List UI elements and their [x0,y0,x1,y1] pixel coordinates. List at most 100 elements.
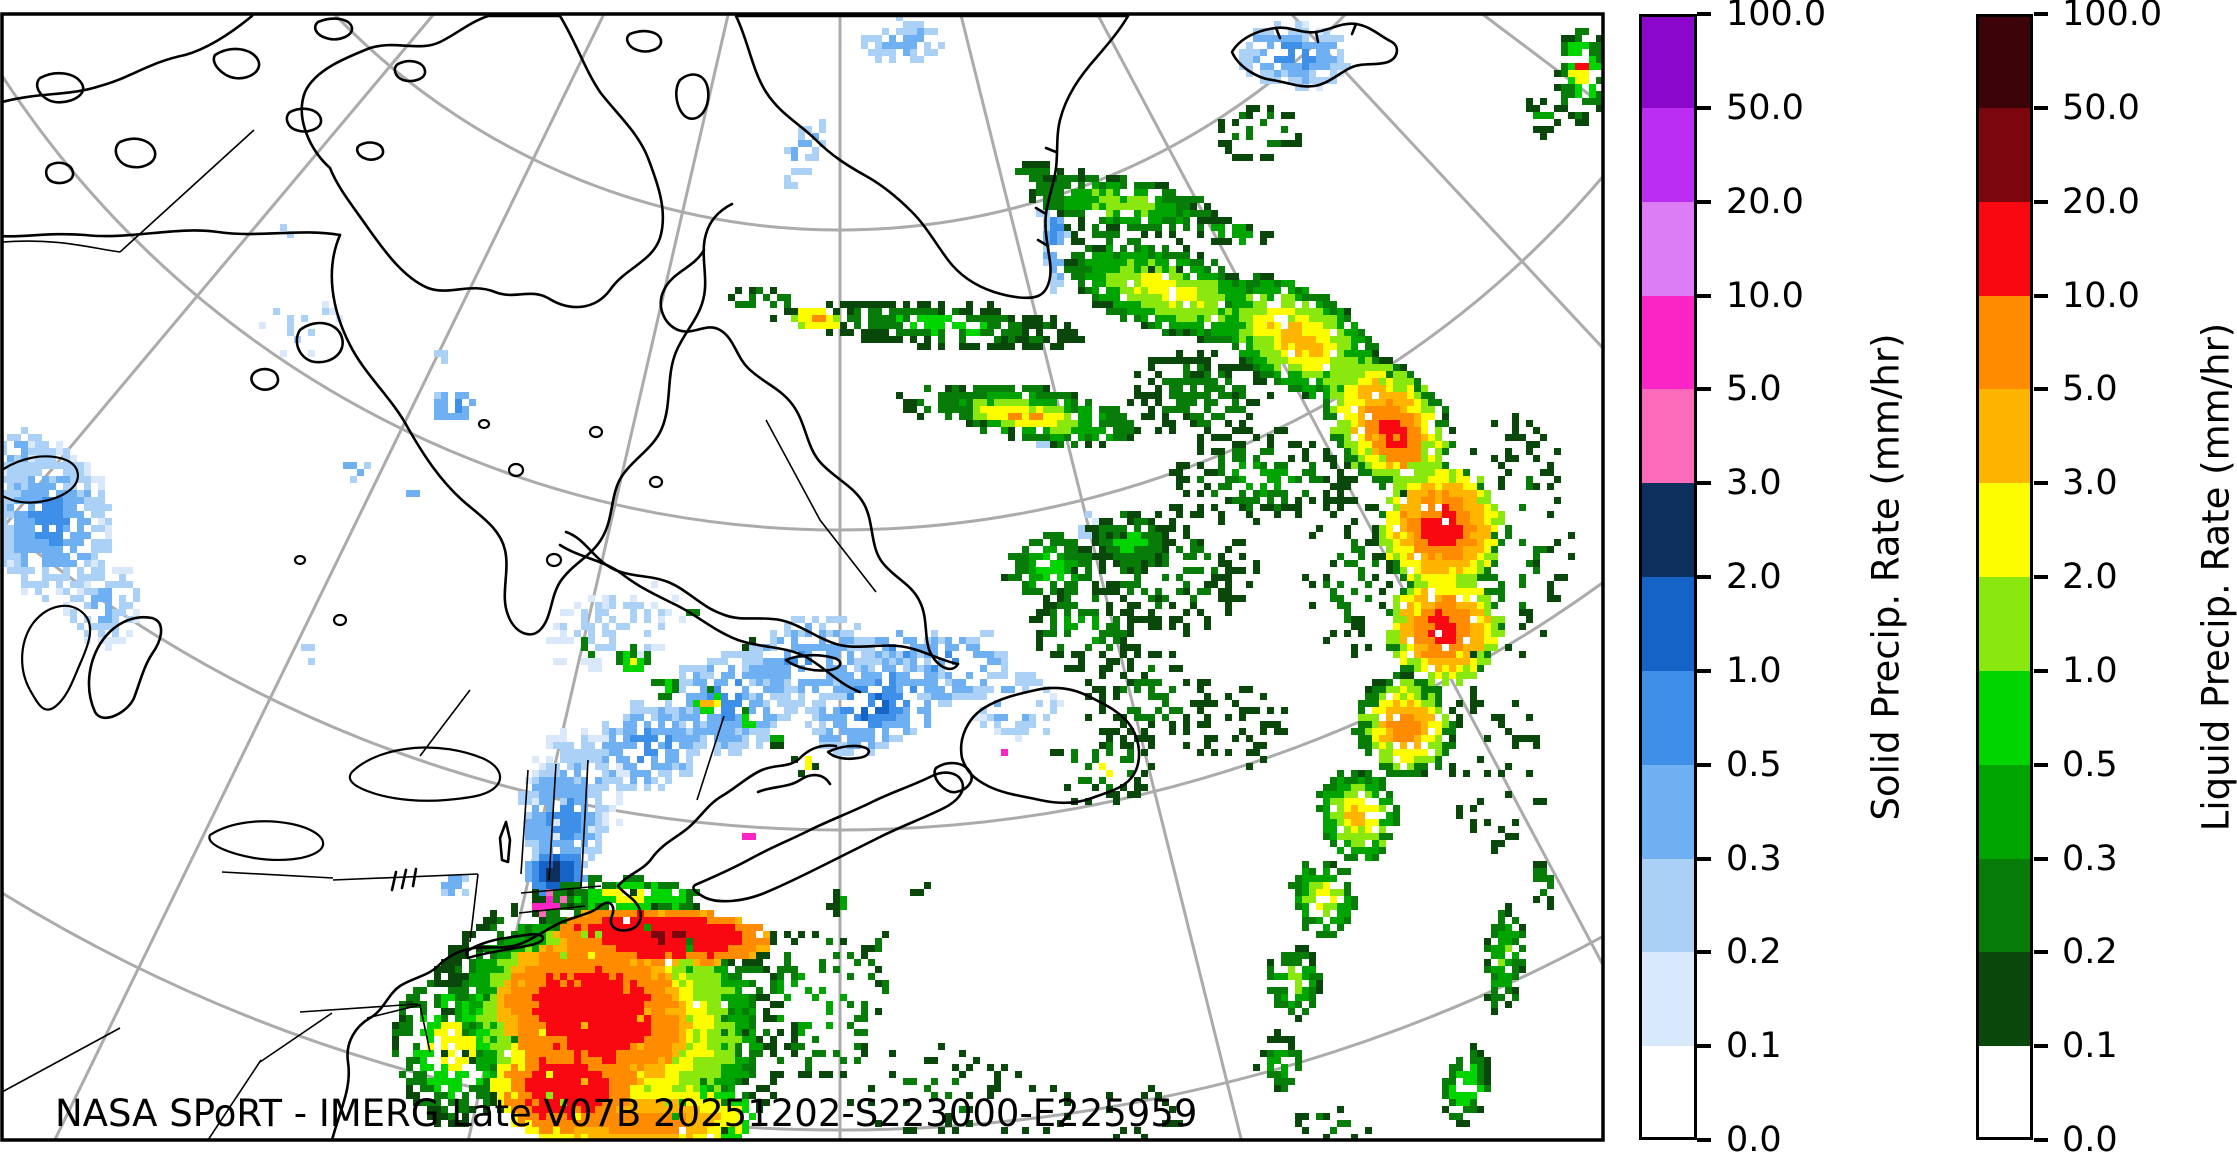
precip-pixels-o2 [504,315,1477,1134]
colorbar-tick-label: 10.0 [1726,275,1804,316]
appalachia-border-2 [208,1059,262,1139]
colorbar-tick-label: 0.1 [2062,1026,2118,1067]
colorbar-tick-label: 0.2 [2062,932,2118,973]
precip-pixels-w5 [539,693,889,896]
arctic-mainland-coast [3,15,254,103]
colorbar-tick [1697,668,1711,673]
arctic-island-7 [285,107,323,133]
solid-colorbar-title: Solid Precip. Rate (mm/hr) [1864,333,1908,821]
product-annotation: NASA SPoRT - IMERG Late V07B 20251202-S2… [55,1092,1198,1135]
hudson-bay-coast [330,202,734,636]
colorbar-segment [1639,107,1697,203]
colorbar-tick-label: 0.5 [1726,744,1782,785]
colorbar-tick [1697,293,1711,298]
colorbar-segment [1976,295,2033,390]
colorbar-tick-label: 1.0 [1726,650,1782,691]
colorbar-segment [1976,1046,2033,1141]
colorbar-tick-label: 20.0 [2062,181,2140,222]
colorbar-tick [2034,105,2048,110]
colorbar-tick [2034,575,2048,579]
baffin-island [300,15,665,309]
colorbar-segment [1639,952,1697,1047]
greenland-fjord-2 [1036,238,1050,248]
lake-superior-partial [3,455,79,504]
southampton-island [295,321,344,364]
ontario-lake-2 [293,554,307,566]
colorbar-tick-label: 100.0 [1726,0,1827,34]
colorbar-frame [1976,14,2033,1140]
colorbar-tick [2034,668,2048,673]
ungava-labrador-coast [659,248,960,671]
colorbar-tick-label: 1.0 [2062,650,2118,691]
colorbar-tick-label: 5.0 [2062,369,2118,410]
colorbar-tick-label: 0.0 [1726,1120,1782,1160]
meridian-gridline [53,15,605,1139]
lake-erie [208,820,325,862]
precip-pixels-w4 [28,42,1316,917]
colorbar-tick [1697,1044,1711,1049]
colorbar-tick [2034,199,2048,204]
colorbar-tick [2034,1138,2048,1142]
colorbar-tick-label: 0.2 [1726,932,1782,973]
colorbar-tick-label: 50.0 [1726,87,1804,128]
pa-md-border [299,1003,419,1013]
colorbar-tick-label: 3.0 [2062,463,2118,504]
colorbar-tick-label: 0.3 [2062,838,2118,879]
iceland [1230,22,1399,88]
colorbar-tick [2034,387,2048,392]
colorbar-tick [1697,199,1711,204]
colorbar-tick-label: 10.0 [2062,275,2140,316]
arctic-island-5 [313,17,354,41]
devon-island [675,73,710,120]
arctic-island-8 [355,141,385,161]
liquid-precip-colorbar [1976,14,2033,1141]
colorbar-tick-label: 100.0 [2062,0,2163,34]
west-border [3,1027,121,1093]
colorbar-tick-label: 0.0 [2062,1120,2118,1160]
colorbar-segment [1639,201,1697,296]
lake-ontario [348,746,502,802]
greenland-fjord-3 [1044,146,1058,154]
colorbar-segment [1976,858,2033,953]
arctic-island-3 [44,161,75,185]
quebec-lake-2 [588,425,604,439]
colorbar-tick [1697,105,1711,110]
colorbar-tick [2034,856,2048,861]
appalachia-border-1 [259,1012,333,1063]
colorbar-tick [1697,762,1711,767]
arctic-island-1 [35,71,85,104]
colorbar-tick [2034,12,2048,16]
ny-vt-border [520,769,529,875]
quebec-lake-5 [477,418,491,430]
meridian-gridline [3,15,435,530]
new-england-coast [331,744,838,1139]
colorbar-segment [1976,483,2033,578]
arctic-island-4 [212,47,261,80]
colorbar-segment [1639,764,1697,859]
finger-lake-2 [400,868,408,890]
colorbar-tick [1697,387,1711,392]
colorbar-segment [1976,14,2033,109]
colorbar-segment [1976,952,2033,1047]
ma-north-border [520,885,602,894]
colorbar-tick-label: 50.0 [2062,87,2140,128]
colorbar-segment [1976,201,2033,296]
colorbar-segment [1976,670,2033,766]
map-background [2,14,1603,1140]
colorbar-tick [1697,950,1711,955]
colorbar-segment [1639,14,1697,109]
iceland-fjords [1274,22,1358,44]
greenland [734,15,1130,300]
nova-scotia [692,771,965,903]
political-borders [3,129,877,1139]
colorbar-tick [1697,856,1711,861]
nj-border [469,873,479,943]
colorbar-segment [1639,577,1697,672]
arctic-island-6 [393,59,427,83]
colorbar-tick [1697,481,1711,486]
qc-labrador-border [765,419,877,593]
colorbar-tick-label: 3.0 [1726,463,1782,504]
cape-breton-island [933,761,973,794]
long-island [464,933,545,960]
